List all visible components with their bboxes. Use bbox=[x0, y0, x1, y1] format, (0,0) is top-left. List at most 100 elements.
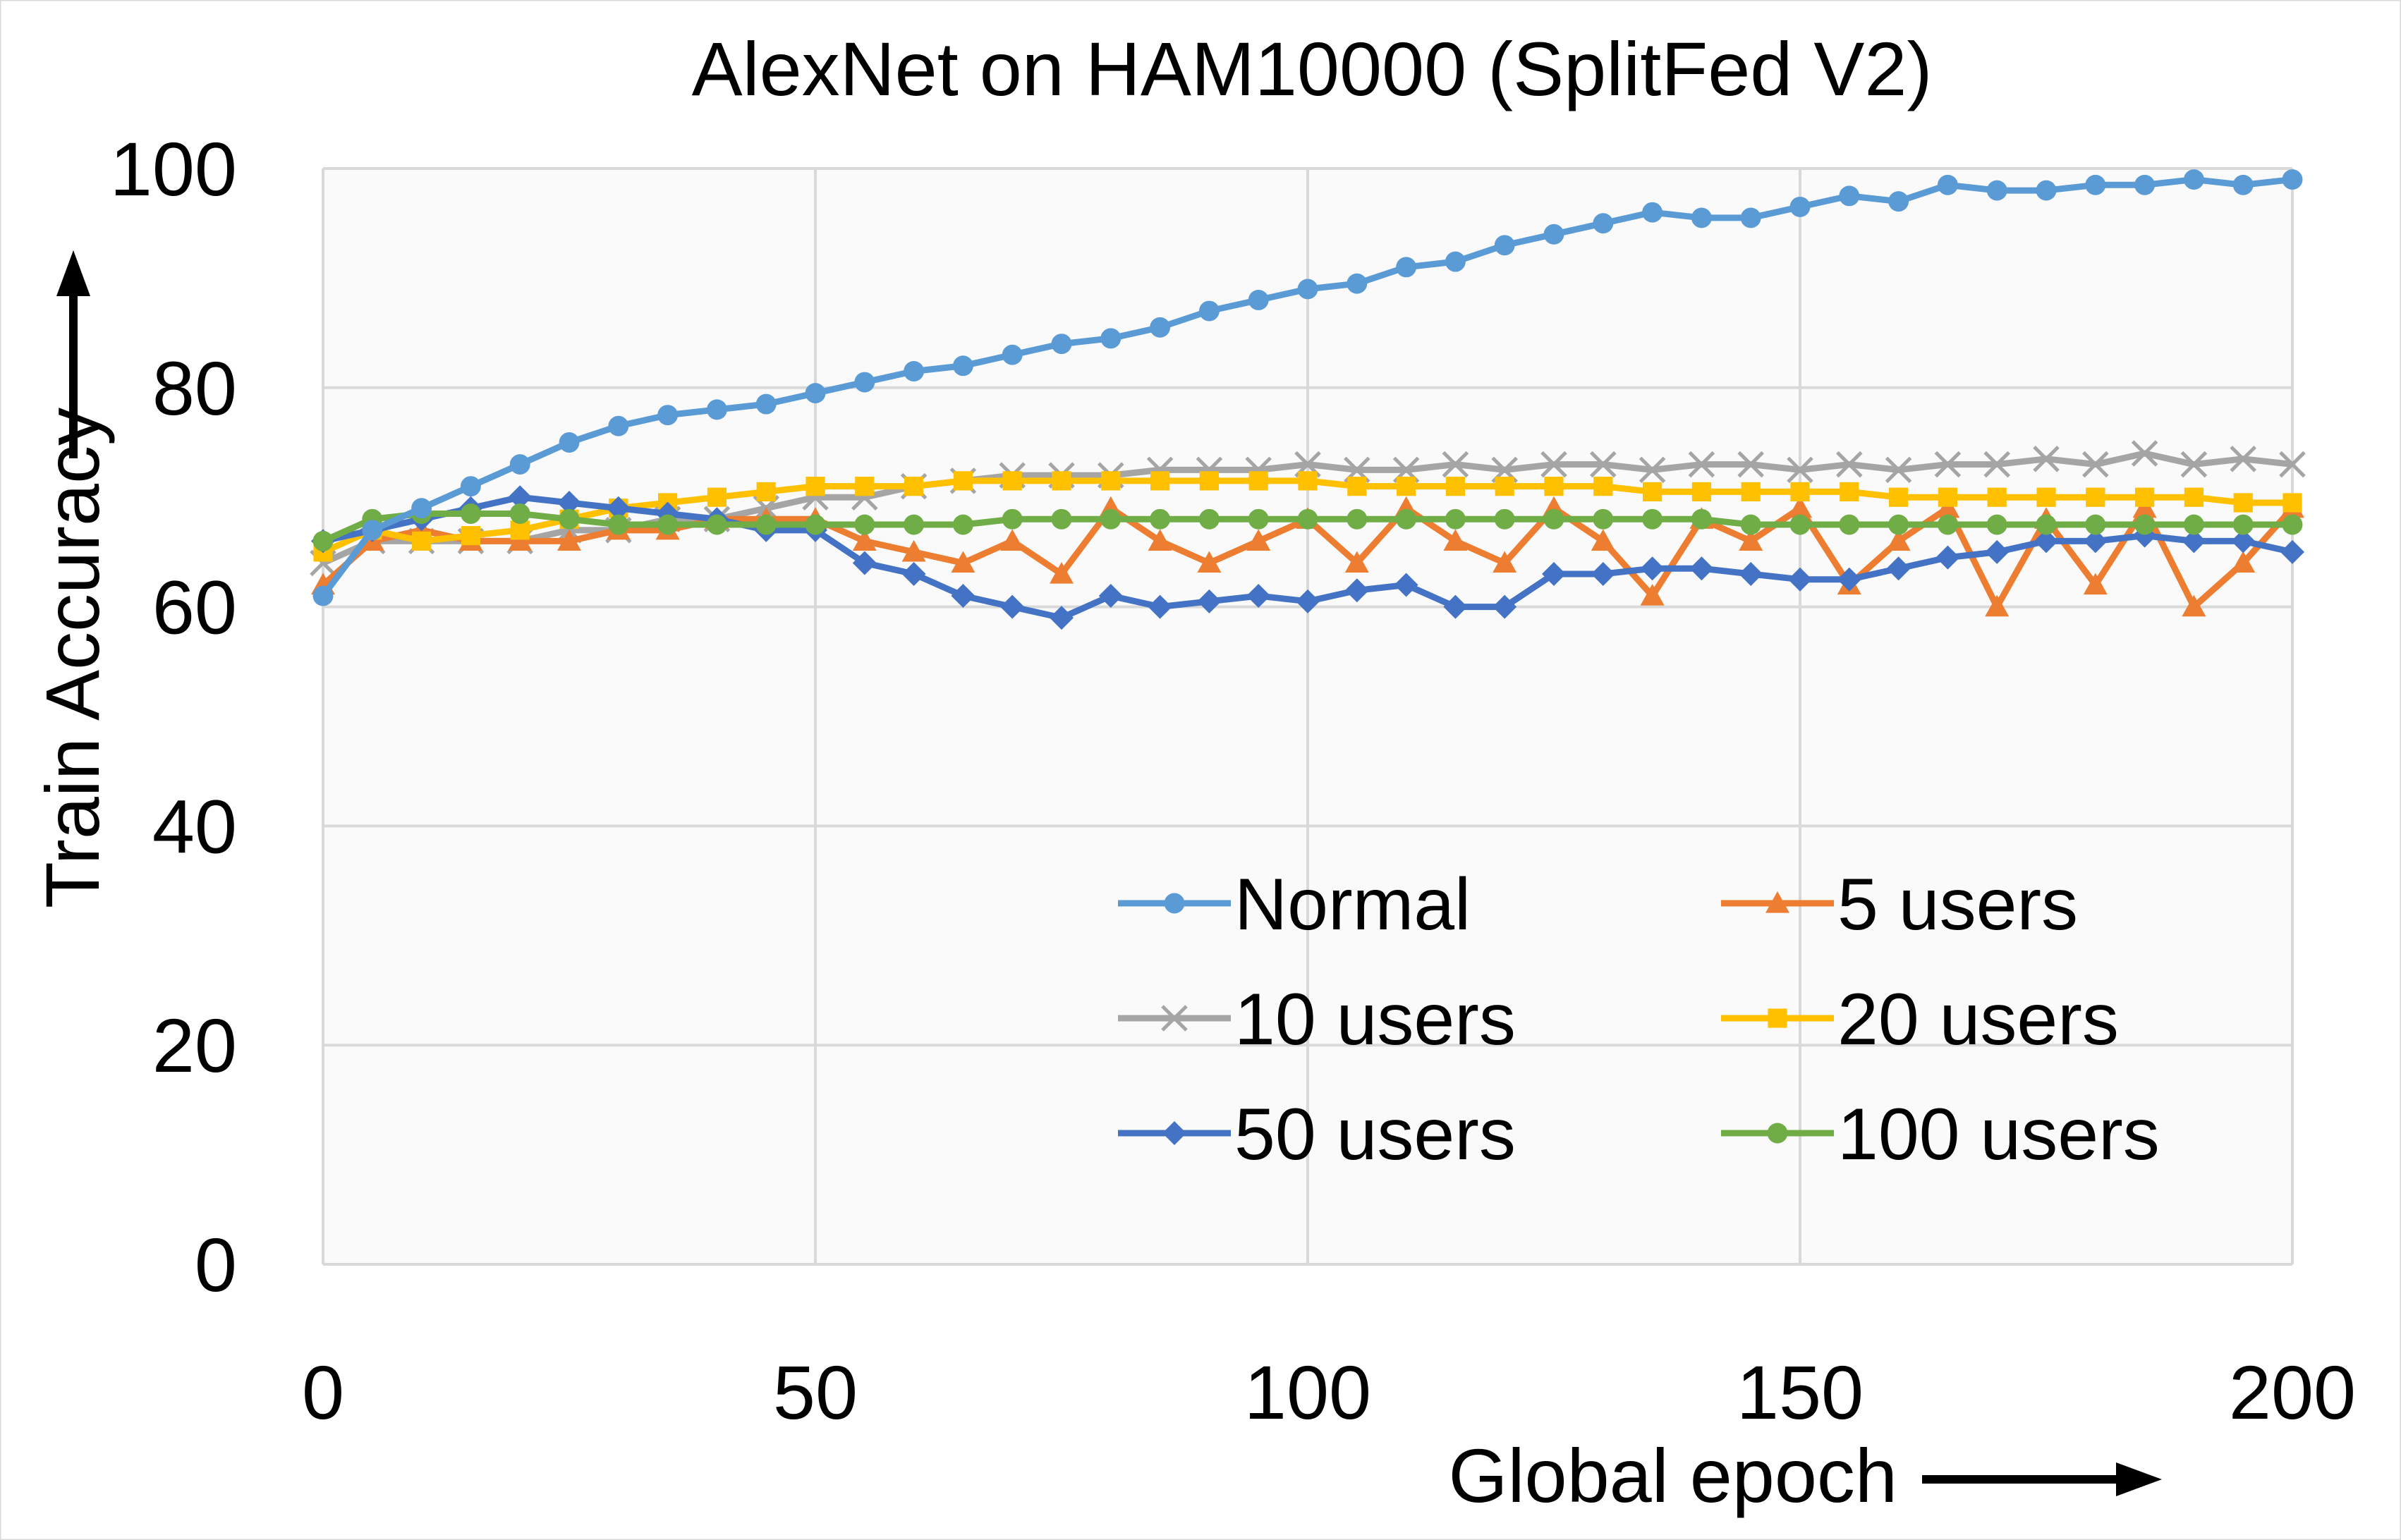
data-point bbox=[901, 561, 926, 586]
data-point bbox=[1199, 471, 1219, 491]
series-group bbox=[310, 169, 2306, 630]
series-100-users bbox=[312, 503, 2303, 551]
data-point bbox=[707, 487, 727, 507]
data-point bbox=[2183, 514, 2204, 535]
data-point bbox=[1443, 529, 1468, 551]
legend-item: 100 users bbox=[1721, 1094, 2160, 1175]
data-point bbox=[1347, 508, 1368, 530]
data-point bbox=[1347, 273, 1368, 294]
data-point bbox=[1445, 477, 1465, 496]
x-tick-label: 100 bbox=[1244, 1350, 1371, 1435]
data-point bbox=[1691, 508, 1712, 530]
tick-labels: 0 20 40 60 80 100 0 50 100 150 200 bbox=[110, 126, 2356, 1435]
data-point bbox=[2134, 514, 2156, 535]
data-point bbox=[1935, 545, 1960, 570]
data-point bbox=[1788, 567, 1812, 592]
data-point bbox=[1689, 556, 1714, 581]
data-point bbox=[509, 503, 530, 524]
data-point bbox=[557, 529, 581, 551]
data-point bbox=[2283, 493, 2302, 513]
data-point bbox=[1789, 514, 1811, 535]
y-tick-label: 80 bbox=[152, 346, 237, 431]
data-point bbox=[606, 496, 631, 520]
data-point bbox=[1394, 573, 1418, 597]
legend-label: 50 users bbox=[1234, 1094, 1516, 1175]
data-point bbox=[1150, 508, 1171, 530]
data-point bbox=[755, 393, 777, 415]
data-point bbox=[2131, 440, 2158, 467]
data-point bbox=[1150, 471, 1170, 491]
data-point bbox=[952, 514, 973, 535]
data-point bbox=[1938, 487, 1957, 507]
data-point bbox=[755, 514, 777, 535]
legend-label: 5 users bbox=[1837, 864, 2078, 946]
legend-label: Normal bbox=[1234, 864, 1471, 946]
data-point bbox=[1593, 508, 1614, 530]
data-point bbox=[1544, 477, 1564, 496]
data-point bbox=[412, 531, 432, 551]
data-point bbox=[2230, 446, 2256, 472]
data-point bbox=[806, 477, 825, 496]
data-point bbox=[1543, 224, 1564, 245]
data-point bbox=[1445, 508, 1466, 530]
y-axis-arrow bbox=[56, 250, 90, 458]
data-point bbox=[904, 514, 925, 535]
x-axis-label: Global epoch bbox=[1449, 1433, 1897, 1518]
legend-item: 50 users bbox=[1118, 1094, 1516, 1175]
data-point bbox=[1197, 589, 1222, 613]
data-point bbox=[852, 551, 877, 575]
data-point bbox=[1443, 594, 1468, 619]
x-axis-arrow bbox=[1922, 1462, 2162, 1496]
data-point bbox=[1737, 451, 1764, 478]
data-point bbox=[2036, 180, 2057, 201]
data-point bbox=[1148, 529, 1172, 551]
data-point bbox=[1347, 477, 1367, 496]
data-point bbox=[1642, 202, 1663, 223]
data-point bbox=[1052, 471, 1071, 491]
data-point bbox=[2184, 487, 2204, 507]
data-point bbox=[1590, 451, 1617, 478]
data-point bbox=[1298, 471, 1318, 491]
data-point bbox=[2282, 169, 2303, 190]
data-point bbox=[608, 514, 629, 535]
data-point bbox=[1740, 514, 1761, 535]
data-point bbox=[1396, 508, 1417, 530]
data-point bbox=[657, 405, 679, 426]
data-point bbox=[1643, 482, 1663, 502]
data-point bbox=[904, 361, 925, 381]
data-point bbox=[1937, 514, 1958, 535]
data-point bbox=[1983, 451, 2010, 478]
data-point bbox=[1985, 594, 2010, 617]
legend-item: 5 users bbox=[1721, 864, 2078, 946]
legend-label: 20 users bbox=[1837, 979, 2119, 1061]
data-point bbox=[2233, 493, 2253, 513]
data-point bbox=[1739, 529, 1763, 551]
legend: Normal 5 users 10 users 20 users 50 users 100… bbox=[1118, 864, 2160, 1175]
data-point bbox=[1494, 235, 1515, 256]
data-point bbox=[2282, 514, 2303, 535]
data-point bbox=[1640, 556, 1665, 581]
legend-label: 100 users bbox=[1837, 1094, 2160, 1175]
data-point bbox=[1051, 508, 1072, 530]
data-point bbox=[953, 471, 973, 491]
data-point bbox=[2083, 573, 2108, 595]
y-tick-label: 20 bbox=[152, 1003, 237, 1088]
data-point bbox=[1836, 451, 1863, 478]
legend-marker bbox=[1162, 1121, 1186, 1145]
data-point bbox=[1593, 477, 1613, 496]
data-point bbox=[1344, 551, 1369, 573]
data-point bbox=[1740, 207, 1761, 228]
data-point bbox=[608, 415, 629, 436]
data-point bbox=[1739, 561, 1763, 586]
y-tick-label: 0 bbox=[195, 1222, 237, 1307]
data-point bbox=[854, 514, 875, 535]
data-point bbox=[1885, 456, 1912, 484]
data-point bbox=[1248, 471, 1268, 491]
x-tick-label: 200 bbox=[2229, 1350, 2356, 1435]
data-point bbox=[1790, 482, 1810, 502]
data-point bbox=[1297, 508, 1318, 530]
legend-item: 10 users bbox=[1118, 979, 1516, 1061]
data-point bbox=[1888, 514, 1909, 535]
data-point bbox=[2232, 174, 2254, 195]
data-point bbox=[312, 585, 334, 606]
